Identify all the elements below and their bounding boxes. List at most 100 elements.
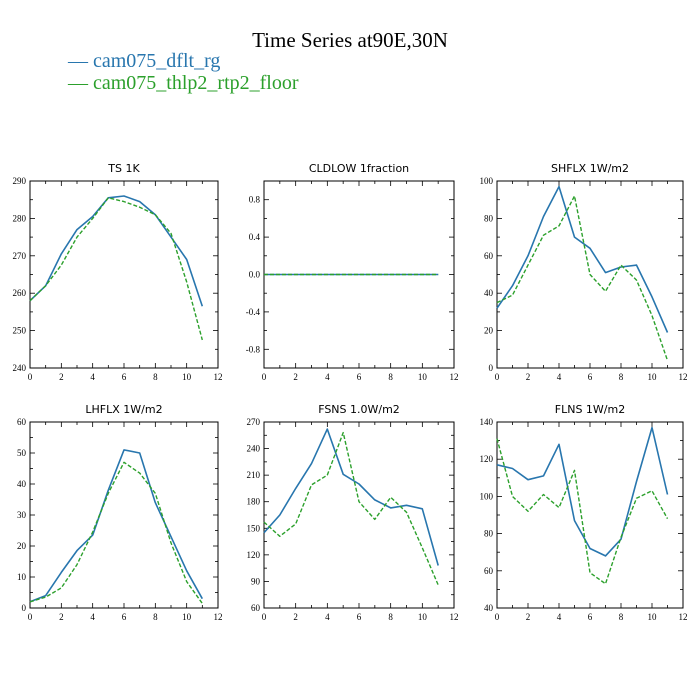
- y-tick-label-1-3: 0.4: [249, 232, 261, 242]
- panel-frame-0: [29, 180, 219, 369]
- x-tick-label-3-3: 6: [122, 612, 127, 622]
- x-tick-label-4-2: 4: [325, 612, 330, 622]
- panel-0: TS 1K 0 2 4 6 8 10 12 240 250 260 270 280 290: [13, 162, 223, 382]
- x-tick-label-2-1: 2: [526, 372, 531, 382]
- x-tick-label-5-3: 6: [588, 612, 593, 622]
- panel-title-0: TS 1K: [107, 162, 140, 175]
- y-tick-label-1-0: -0.8: [246, 344, 261, 354]
- y-tick-label-3-2: 20: [17, 541, 27, 551]
- legend: — cam075_dflt_rg — cam075_thlp2_rtp2_flo…: [68, 50, 299, 94]
- x-tick-label-1-6: 12: [450, 372, 459, 382]
- y-tick-label-4-1: 90: [251, 576, 261, 586]
- x-tick-label-1-2: 4: [325, 372, 330, 382]
- series-line-2-0: [496, 185, 669, 333]
- figure-title: Time Series at90E,30N: [252, 28, 448, 52]
- y-tick-label-3-3: 30: [17, 510, 27, 520]
- y-tick-label-1-1: -0.4: [246, 307, 261, 317]
- y-tick-label-5-0: 40: [484, 603, 494, 613]
- series-line-3-1: [29, 461, 203, 604]
- panel-frame-4: [263, 421, 455, 609]
- y-tick-label-5-2: 80: [484, 529, 494, 539]
- x-tick-label-5-1: 2: [526, 612, 531, 622]
- y-tick-label-0-5: 290: [13, 176, 27, 186]
- series-line-3-0: [29, 449, 203, 603]
- y-tick-label-2-5: 100: [480, 176, 494, 186]
- x-tick-label-0-5: 10: [182, 372, 192, 382]
- legend-item-0: — cam075_dflt_rg: [68, 50, 299, 72]
- y-tick-label-4-5: 210: [247, 470, 261, 480]
- x-tick-label-3-4: 8: [153, 612, 158, 622]
- x-tick-label-3-0: 0: [28, 612, 33, 622]
- y-tick-label-5-1: 60: [484, 566, 494, 576]
- x-tick-label-0-3: 6: [122, 372, 127, 382]
- y-tick-label-1-4: 0.8: [249, 195, 261, 205]
- y-tick-label-0-1: 250: [13, 326, 27, 336]
- panel-1: CLDLOW 1fraction 0 2 4 6 8 10 12 -0.8 -0.4 0.0 0.4 0…: [246, 162, 459, 382]
- panel-title-5: FLNS 1W/m2: [555, 403, 625, 416]
- x-tick-label-0-2: 4: [90, 372, 95, 382]
- x-tick-label-0-6: 12: [214, 372, 223, 382]
- x-tick-label-4-6: 12: [450, 612, 459, 622]
- x-tick-label-4-0: 0: [262, 612, 267, 622]
- x-tick-label-1-5: 10: [418, 372, 428, 382]
- y-tick-label-5-5: 140: [480, 417, 494, 427]
- x-tick-label-3-2: 4: [90, 612, 95, 622]
- series-line-5-0: [496, 426, 669, 557]
- x-tick-label-2-2: 4: [557, 372, 562, 382]
- y-tick-label-3-4: 40: [17, 479, 27, 489]
- y-tick-label-2-4: 80: [484, 213, 494, 223]
- legend-label-0: cam075_dflt_rg: [93, 50, 221, 72]
- series-line-2-1: [496, 195, 669, 361]
- x-tick-label-3-1: 2: [59, 612, 64, 622]
- x-tick-label-1-3: 6: [357, 372, 362, 382]
- y-tick-label-5-3: 100: [480, 491, 494, 501]
- x-tick-label-1-0: 0: [262, 372, 267, 382]
- panel-4: FSNS 1.0W/m2 0 2 4 6 8 10 12 60 90 120 150 180 210 240…: [247, 403, 459, 622]
- x-tick-label-2-3: 6: [588, 372, 593, 382]
- y-tick-label-4-0: 60: [251, 603, 261, 613]
- legend-item-1: — cam075_thlp2_rtp2_floor: [68, 72, 299, 94]
- series-line-0-1: [29, 197, 203, 341]
- panel-3: LHFLX 1W/m2 0 2 4 6 8 10 12 0 10 20 30 40 50 60: [17, 403, 223, 622]
- y-tick-label-2-2: 40: [484, 288, 494, 298]
- x-tick-label-5-4: 8: [619, 612, 624, 622]
- x-tick-label-5-2: 4: [557, 612, 562, 622]
- panel-frame-5: [496, 421, 684, 609]
- y-tick-label-0-2: 260: [13, 288, 27, 298]
- y-tick-label-4-7: 270: [247, 417, 261, 427]
- x-tick-label-5-0: 0: [495, 612, 500, 622]
- y-tick-label-2-3: 60: [484, 251, 494, 261]
- y-tick-label-0-4: 280: [13, 213, 27, 223]
- legend-label-1: cam075_thlp2_rtp2_floor: [93, 72, 299, 94]
- legend-swatch-0: —: [68, 50, 93, 72]
- x-tick-label-0-4: 8: [153, 372, 158, 382]
- panel-title-1: CLDLOW 1fraction: [309, 162, 409, 175]
- y-tick-label-4-4: 180: [247, 497, 261, 507]
- series-line-5-1: [496, 438, 669, 585]
- series-line-4-1: [263, 431, 439, 586]
- y-tick-label-4-3: 150: [247, 523, 261, 533]
- x-tick-label-3-5: 10: [182, 612, 192, 622]
- x-tick-label-4-3: 6: [357, 612, 362, 622]
- x-tick-label-5-6: 12: [679, 612, 688, 622]
- x-tick-label-0-1: 2: [59, 372, 64, 382]
- y-tick-label-4-2: 120: [247, 550, 261, 560]
- y-tick-label-3-1: 10: [17, 572, 27, 582]
- y-tick-label-3-5: 50: [17, 448, 27, 458]
- x-tick-label-2-5: 10: [648, 372, 658, 382]
- y-tick-label-0-3: 270: [13, 251, 27, 261]
- x-tick-label-2-0: 0: [495, 372, 500, 382]
- x-tick-label-1-4: 8: [388, 372, 393, 382]
- y-tick-label-2-1: 20: [484, 326, 494, 336]
- panel-title-2: SHFLX 1W/m2: [551, 162, 629, 175]
- y-tick-label-2-0: 0: [489, 363, 494, 373]
- x-tick-label-4-5: 10: [418, 612, 428, 622]
- x-tick-label-1-1: 2: [293, 372, 298, 382]
- y-tick-label-3-6: 60: [17, 417, 27, 427]
- x-tick-label-4-1: 2: [293, 612, 298, 622]
- x-tick-label-2-4: 8: [619, 372, 624, 382]
- panel-5: FLNS 1W/m2 0 2 4 6 8 10 12 40 60 80 100 120 140: [480, 403, 688, 622]
- legend-swatch-1: —: [68, 72, 93, 94]
